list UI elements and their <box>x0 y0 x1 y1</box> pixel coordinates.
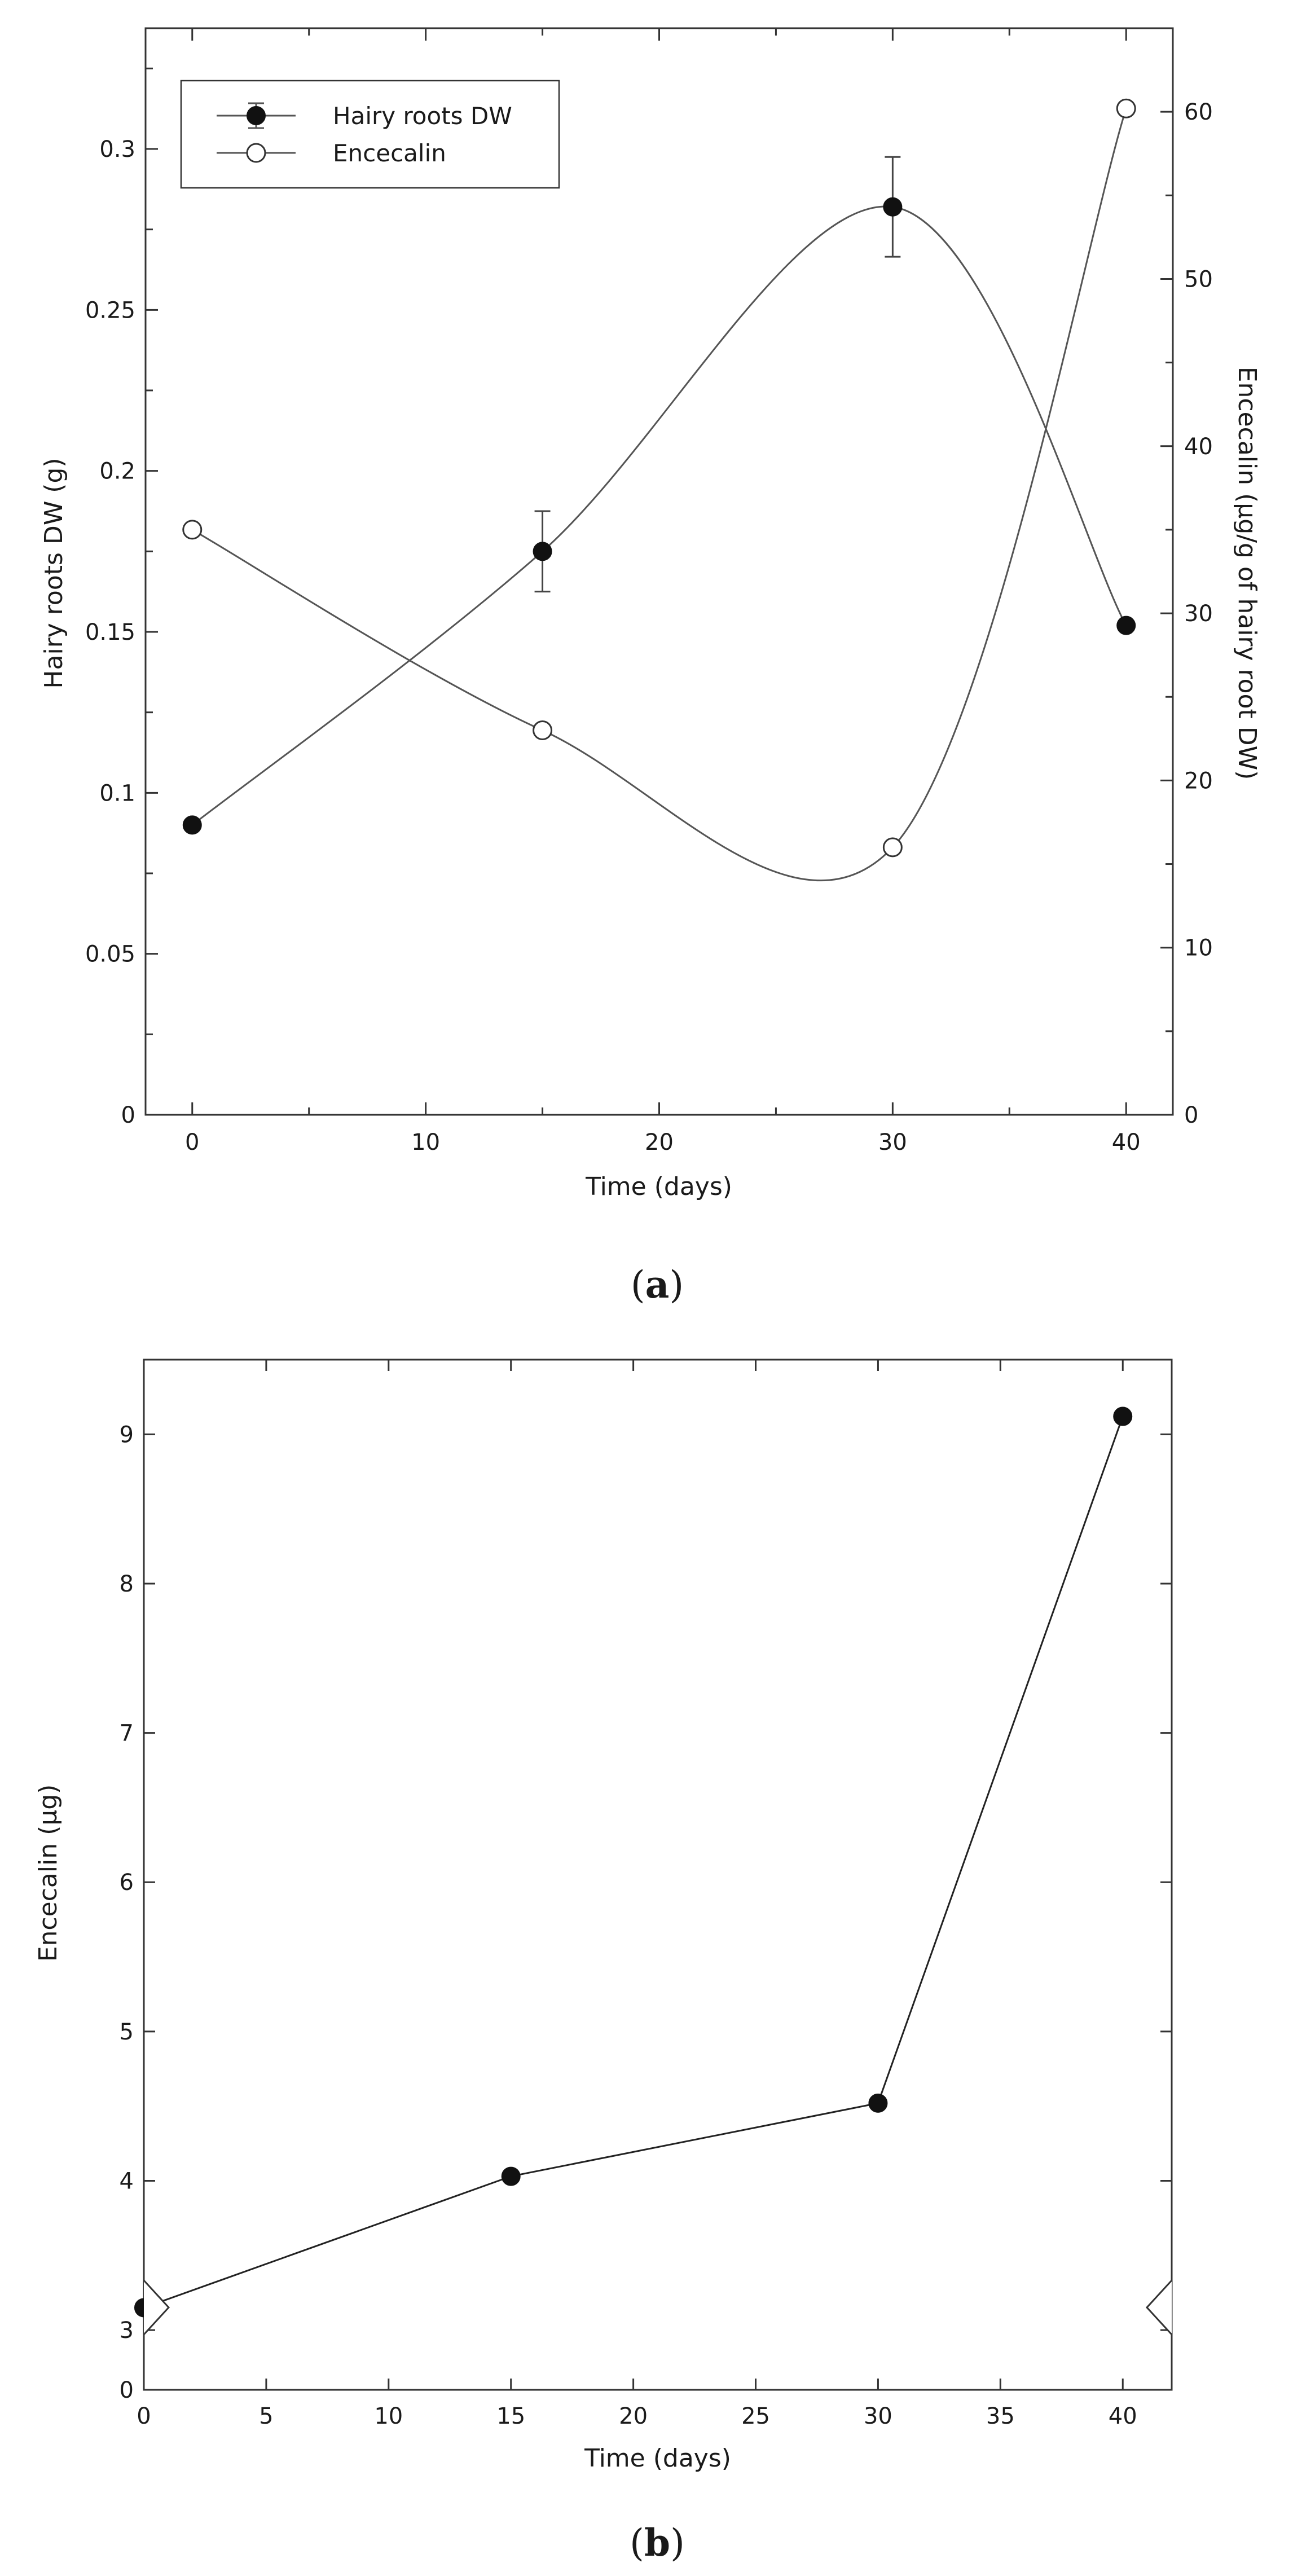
axis-break-left <box>143 2279 170 2336</box>
tick-labels: 0 5 10 15 20 25 30 35 40 0 3 4 5 6 7 8 9 <box>120 1422 1137 2429</box>
y2-tick-label: 10 <box>1184 935 1213 961</box>
data-point-encecalin <box>1116 98 1136 118</box>
x-tick-label: 10 <box>374 2403 403 2429</box>
axis-ticks <box>143 1360 1172 2390</box>
x-tick-label: 30 <box>878 1129 907 1155</box>
y-tick-label: 0.3 <box>99 137 135 162</box>
axis-ticks <box>146 27 1173 1116</box>
data-point-hairy-roots <box>533 542 552 561</box>
plot-frame <box>144 27 1174 1116</box>
data-points <box>134 1406 1133 2318</box>
panel-label-b: (b) <box>630 2521 685 2565</box>
data-point-encecalin <box>882 837 903 858</box>
y-tick-label: 0.05 <box>85 942 135 968</box>
y-axis-title: Encecalin (µg) <box>34 1784 63 1962</box>
panel-paren-open: ( <box>630 2521 644 2565</box>
panel-letter: a <box>645 1263 670 1307</box>
x-tick-label: 40 <box>1109 2403 1137 2429</box>
data-point <box>501 2166 521 2186</box>
x-axis-title: Time (days) <box>585 1172 732 1201</box>
x-tick-label: 35 <box>986 2403 1015 2429</box>
chart-a: 0 10 20 30 40 0 0.05 0.1 0.15 0.2 0.25 0.3 0 10 20 30 40… <box>39 27 1261 1201</box>
legend-label: Encecalin <box>333 139 446 167</box>
data-point-hairy-roots <box>1116 616 1136 635</box>
y2-tick-label: 0 <box>1184 1102 1198 1128</box>
panel-paren-close: ) <box>670 2521 685 2565</box>
x-axis-title: Time (days) <box>584 2444 731 2473</box>
legend-entry-encecalin: Encecalin <box>217 139 446 167</box>
panel-label-a: (a) <box>631 1263 684 1307</box>
axis-break-marks <box>143 2279 1173 2336</box>
data-point-hairy-roots <box>182 815 202 835</box>
series-line <box>143 1416 1124 2309</box>
x-tick-label: 20 <box>645 1129 674 1155</box>
y-tick-label: 4 <box>120 2169 134 2195</box>
data-point-hairy-roots <box>883 197 903 217</box>
legend-entry-hairy-roots: Hairy roots DW <box>217 102 512 130</box>
panel-paren-close: ) <box>669 1263 684 1307</box>
y-tick-label: 8 <box>120 1571 134 1597</box>
y2-tick-label: 40 <box>1184 434 1213 460</box>
x-tick-label: 10 <box>411 1129 440 1155</box>
error-bars <box>534 156 901 593</box>
y-tick-label: 7 <box>120 1721 134 1747</box>
tick-labels: 0 10 20 30 40 0 0.05 0.1 0.15 0.2 0.25 0.3 0 10 20 30 40… <box>85 99 1213 1155</box>
data-point <box>1113 1406 1133 1426</box>
legend-marker-open <box>246 143 266 163</box>
series-curves <box>191 108 1127 882</box>
data-points <box>182 98 1136 858</box>
y-tick-label: 0.1 <box>99 780 135 806</box>
y-tick-label: 0 <box>120 2377 134 2403</box>
y-tick-label: 3 <box>120 2318 134 2344</box>
data-point-encecalin <box>533 720 553 740</box>
y-tick-label: 6 <box>120 1870 134 1896</box>
axis-break-right <box>1145 2279 1173 2336</box>
panel-paren-open: ( <box>631 1263 645 1307</box>
y2-tick-label: 50 <box>1184 266 1213 292</box>
series-curve <box>191 205 1127 826</box>
x-tick-label: 0 <box>185 1129 199 1155</box>
x-tick-label: 25 <box>741 2403 770 2429</box>
legend-marker-filled <box>247 106 266 125</box>
y2-tick-label: 30 <box>1184 601 1213 627</box>
y-tick-label: 0.25 <box>85 297 135 323</box>
y2-tick-label: 60 <box>1184 99 1213 125</box>
series-line <box>143 1416 1124 2309</box>
x-tick-label: 40 <box>1112 1129 1141 1155</box>
panel-letter: b <box>644 2521 670 2565</box>
data-point-encecalin <box>182 520 203 540</box>
x-tick-label: 0 <box>137 2403 151 2429</box>
y-tick-label: 9 <box>120 1422 134 1448</box>
y-tick-label: 0 <box>121 1102 135 1128</box>
y2-tick-label: 20 <box>1184 768 1213 794</box>
x-tick-label: 15 <box>496 2403 525 2429</box>
data-point <box>868 2093 888 2113</box>
x-tick-label: 5 <box>259 2403 273 2429</box>
legend-label: Hairy roots DW <box>333 102 512 130</box>
y2-axis-title: Encecalin (µg/g of hairy root DW) <box>1233 367 1261 780</box>
x-tick-label: 30 <box>864 2403 892 2429</box>
series-curve <box>192 108 1127 882</box>
legend: Hairy roots DW Encecalin <box>180 80 560 189</box>
y-axis-title: Hairy roots DW (g) <box>39 458 68 688</box>
x-tick-label: 20 <box>619 2403 648 2429</box>
y-tick-label: 5 <box>120 2019 134 2045</box>
legend-box <box>180 80 560 189</box>
y-tick-label: 0.2 <box>99 459 135 485</box>
y-tick-label: 0.15 <box>85 619 135 645</box>
plot-frame <box>143 1359 1173 2391</box>
